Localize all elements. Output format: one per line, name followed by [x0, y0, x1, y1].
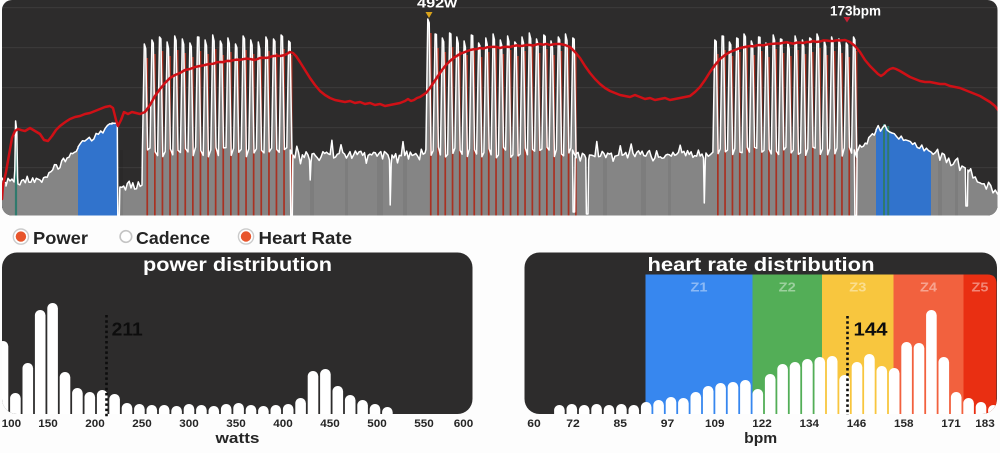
svg-text:97: 97 — [661, 418, 675, 430]
svg-text:250: 250 — [132, 418, 152, 430]
svg-text:144: 144 — [854, 320, 889, 340]
svg-text:Z1: Z1 — [691, 281, 708, 295]
svg-text:Z2: Z2 — [779, 281, 796, 295]
svg-text:power distribution: power distribution — [143, 255, 332, 276]
svg-text:492w: 492w — [417, 0, 458, 11]
svg-text:550: 550 — [414, 418, 434, 430]
svg-text:450: 450 — [320, 418, 340, 430]
svg-text:500: 500 — [367, 418, 387, 430]
svg-text:211: 211 — [112, 320, 143, 340]
svg-text:150: 150 — [38, 418, 58, 430]
svg-text:158: 158 — [894, 418, 914, 430]
svg-text:400: 400 — [273, 418, 293, 430]
svg-text:100: 100 — [2, 418, 22, 430]
svg-text:350: 350 — [226, 418, 246, 430]
svg-text:72: 72 — [566, 418, 580, 430]
svg-text:60: 60 — [527, 418, 541, 430]
svg-text:300: 300 — [179, 418, 199, 430]
svg-text:146: 146 — [847, 418, 867, 430]
svg-text:Z5: Z5 — [972, 281, 989, 295]
svg-text:Power: Power — [33, 228, 88, 248]
svg-text:171: 171 — [941, 418, 961, 430]
svg-text:173bpm: 173bpm — [830, 4, 881, 19]
svg-text:600: 600 — [454, 418, 474, 430]
svg-text:Heart Rate: Heart Rate — [259, 228, 353, 248]
svg-text:134: 134 — [800, 418, 820, 430]
svg-text:watts: watts — [214, 430, 259, 447]
svg-text:183: 183 — [975, 418, 995, 430]
svg-text:109: 109 — [705, 418, 725, 430]
svg-text:200: 200 — [85, 418, 105, 430]
svg-text:heart rate distribution: heart rate distribution — [648, 255, 875, 276]
svg-text:Z3: Z3 — [849, 281, 866, 295]
svg-text:Cadence: Cadence — [136, 228, 210, 248]
svg-text:bpm: bpm — [744, 430, 777, 447]
svg-text:122: 122 — [752, 418, 772, 430]
svg-text:Z4: Z4 — [920, 281, 937, 295]
svg-text:85: 85 — [614, 418, 628, 430]
